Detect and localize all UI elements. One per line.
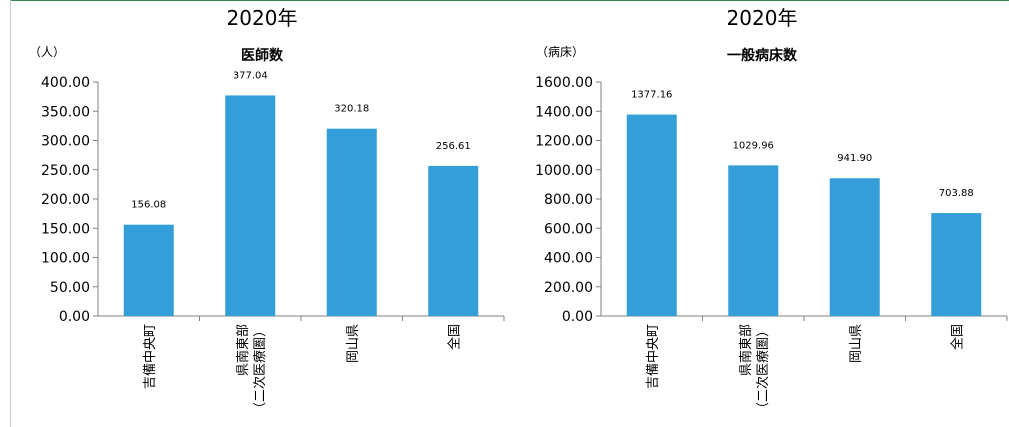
- y-tick-label: 1200.00: [535, 134, 593, 150]
- y-tick-label: 1400.00: [535, 104, 593, 120]
- category-label: 県南東部: [738, 324, 754, 376]
- unit-label: （病床）: [536, 44, 584, 59]
- data-label: 1377.16: [631, 90, 672, 101]
- y-tick-label: 150.00: [41, 221, 90, 237]
- bar: [728, 165, 779, 316]
- category-label: 全国: [446, 324, 462, 350]
- y-tick-label: 1000.00: [535, 163, 593, 179]
- y-tick-label: 1600.00: [535, 75, 593, 91]
- y-tick-label: 250.00: [41, 163, 90, 179]
- frame-left-line: [10, 0, 11, 427]
- chart-panel-doctors: 2020年医師数 （人） 0.00 50.00 100.00 150.00 200.00 25…: [29, 6, 505, 415]
- bar: [428, 165, 479, 316]
- y-tick-label: 400.00: [544, 251, 593, 267]
- y-tick-label: 50.00: [50, 280, 90, 296]
- unit-label: （人）: [29, 45, 65, 59]
- data-label: 941.90: [837, 153, 872, 164]
- chart-title: 一般病床数: [727, 47, 798, 64]
- category-label: （二次医療圏）: [252, 324, 268, 415]
- category-label: （二次医療圏）: [755, 324, 771, 415]
- bar: [123, 224, 174, 316]
- category-label: 岡山県: [849, 324, 864, 363]
- data-label: 156.08: [131, 200, 166, 211]
- y-tick-label: 600.00: [544, 221, 593, 237]
- data-label: 320.18: [334, 104, 369, 115]
- chart-panel-beds: 2020年一般病床数 （病床） 0.00 200.00 400.00 600.00 800.…: [505, 0, 1009, 427]
- y-tick-label: 100.00: [41, 251, 90, 267]
- bar: [626, 114, 677, 316]
- y-tick-label: 350.00: [41, 104, 90, 120]
- data-label: 703.88: [939, 188, 974, 199]
- y-tick-label: 200.00: [544, 280, 593, 296]
- y-tick-label: 400.00: [41, 75, 90, 91]
- category-label: 岡山県: [346, 324, 361, 363]
- bar: [931, 213, 982, 316]
- chart-title: 医師数: [241, 47, 284, 64]
- category-label: 全国: [949, 324, 965, 350]
- y-tick-label: 200.00: [41, 192, 90, 208]
- bar: [326, 128, 377, 316]
- y-tick-label: 300.00: [41, 134, 90, 150]
- data-label: 1029.96: [733, 140, 774, 151]
- category-label: 県南東部: [235, 324, 251, 376]
- bar: [225, 95, 276, 316]
- bar: [829, 178, 880, 316]
- frame-top-line: [10, 0, 1009, 1]
- category-label: 吉備中央町: [645, 324, 661, 389]
- y-tick-label: 0.00: [562, 309, 593, 325]
- y-tick-label: 0.00: [59, 309, 90, 325]
- y-tick-label: 800.00: [544, 192, 593, 208]
- year-heading: 2020年: [727, 6, 798, 30]
- data-label: 377.04: [233, 70, 268, 81]
- year-heading: 2020年: [227, 6, 298, 30]
- category-label: 吉備中央町: [142, 324, 158, 389]
- data-label: 256.61: [436, 141, 471, 152]
